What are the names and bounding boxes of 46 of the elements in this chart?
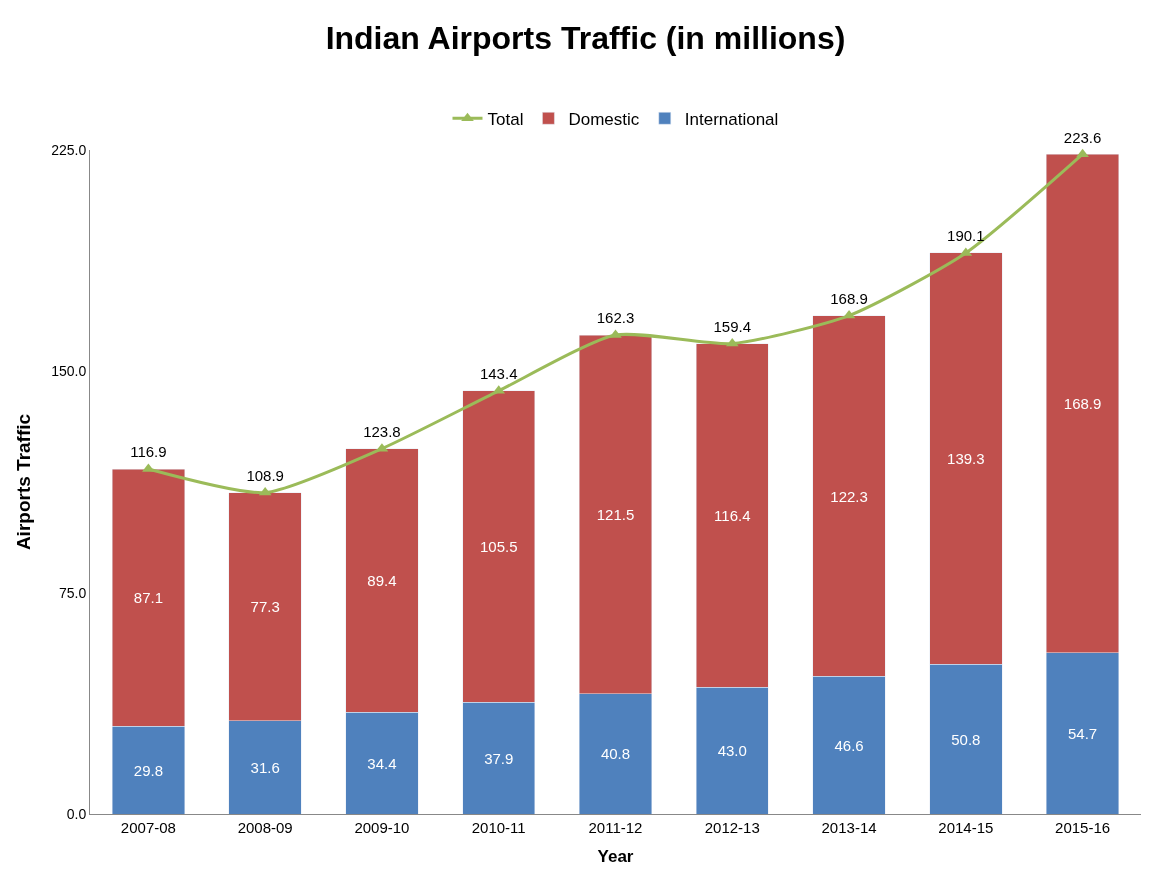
x-tick-label: 2010-11 [471,819,526,836]
data-label: 89.4 [367,572,397,590]
data-label: 143.4 [479,365,518,383]
data-label: 50.8 [951,730,981,748]
x-tick-label: 2011-12 [588,819,643,836]
data-label: 168.9 [830,289,868,307]
data-label: 121.5 [596,505,635,523]
data-label: 40.8 [600,745,631,763]
data-label: 77.3 [250,598,280,616]
data-label: 223.6 [1063,128,1102,146]
legend-label: Domestic [568,109,640,129]
y-tick-label: 225.0 [51,141,87,158]
y-axis-title: Airports Traffic [13,413,34,551]
y-tick-label: 150.0 [51,363,87,380]
data-label: 31.6 [250,758,280,776]
data-label: 46.6 [834,736,864,754]
x-axis-title: Year [597,847,634,867]
data-label: 87.1 [133,589,163,607]
data-label: 43.0 [717,742,747,760]
chart-title: Indian Airports Traffic (in millions) [325,20,846,57]
x-tick-label: 2015-16 [1055,819,1111,836]
x-tick-label: 2008-09 [237,819,293,836]
x-tick-label: 2013-14 [821,819,877,836]
data-label: 123.8 [363,423,401,441]
data-label: 139.3 [947,450,985,468]
data-label: 116.9 [130,443,167,461]
y-tick-label: 75.0 [58,584,87,601]
data-label: 108.9 [246,466,284,484]
data-label: 162.3 [596,309,635,327]
data-label: 54.7 [1068,724,1098,742]
data-label: 105.5 [479,537,518,555]
data-label: 37.9 [484,749,514,767]
y-tick-label: 0.0 [66,805,87,822]
legend-label: Total [487,109,524,129]
x-tick-label: 2014-15 [938,819,994,836]
data-label: 116.4 [714,506,751,524]
data-label: 190.1 [947,227,985,245]
data-label: 34.4 [367,754,397,772]
data-label: 29.8 [133,761,163,779]
data-label: 122.3 [830,487,868,505]
x-tick-label: 2009-10 [354,819,410,836]
x-tick-label: 2007-08 [120,819,176,836]
data-label: 168.9 [1063,394,1102,412]
x-tick-label: 2012-13 [704,819,760,836]
legend-label: International [684,109,779,129]
data-label: 159.4 [713,317,752,335]
